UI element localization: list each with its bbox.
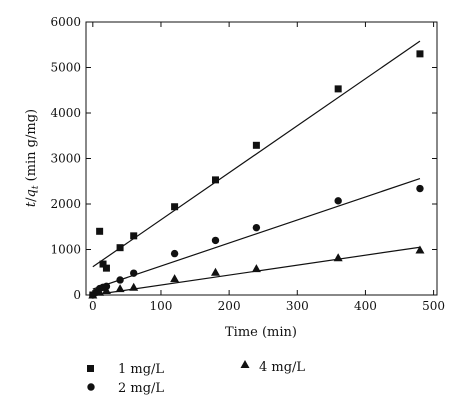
point-1mgl [99,260,107,268]
y-axis-title-slash: / [24,197,39,202]
axis-ticks: 0 100 200 300 400 500010002000300040005000600… [50,15,445,313]
point-1mgl [211,176,219,184]
point-4mgl [115,284,125,293]
y-axis-title-q: q [24,189,39,197]
legend-marker-2mg [87,383,95,391]
x-tick-label: 0 [89,299,97,313]
point-1mgl [252,141,260,149]
y-axis-title-units: (min g/mg) [24,109,39,186]
fit-line-1mgl [92,40,421,268]
point-2mgl [211,236,220,245]
x-tick-label: 400 [354,299,377,313]
point-4mgl [415,245,425,254]
point-4mgl [129,282,139,291]
y-tick-label: 5000 [50,61,81,75]
x-axis-title: Time (min) [225,325,297,340]
point-2mgl [252,223,261,232]
x-tick-label: 200 [218,299,241,313]
point-4mgl [95,287,105,296]
y-axis-title-t: t [24,201,39,207]
point-1mgl [130,232,138,240]
point-1mgl [96,227,104,235]
point-4mgl [101,285,111,294]
point-1mgl [416,50,424,58]
point-2mgl [416,184,424,193]
data-points [88,50,425,299]
point-2mgl [130,269,138,277]
point-4mgl [170,274,180,283]
y-tick-label: 4000 [50,106,81,120]
legend-marker-1mg [87,365,94,372]
point-1mgl [116,244,124,252]
point-4mgl [210,267,220,276]
fit-line-2mgl [92,177,421,290]
y-tick-label: 2000 [50,197,81,211]
x-tick-label: 500 [422,299,445,313]
legend-label-4mg: 4 mg/L [259,360,305,375]
point-2mgl [170,249,179,258]
y-tick-label: 3000 [50,152,81,166]
y-axis-title: t/qt (min g/mg) [24,109,41,207]
point-4mgl [251,264,261,273]
y-axis-title-sub: t [31,185,41,189]
legend-label-1mg: 1 mg/L [118,362,164,377]
x-tick-label: 300 [286,299,309,313]
point-2mgl [334,197,342,205]
y-tick-label: 6000 [50,15,81,29]
point-1mgl [171,203,179,211]
point-1mgl [334,85,342,93]
y-tick-label: 1000 [50,243,81,257]
x-tick-label: 100 [150,299,173,313]
y-tick-label: 0 [73,288,81,302]
point-1mgl [102,264,110,272]
fit-lines [92,40,421,296]
legend-marker-4mg [240,360,250,368]
plot-frame [85,21,438,296]
legend-label-2mg: 2 mg/L [118,381,164,396]
point-4mgl [88,290,98,299]
legend: 1 mg/L 2 mg/L 4 mg/L [87,360,305,396]
point-2mgl [116,276,124,284]
point-4mgl [333,253,343,262]
